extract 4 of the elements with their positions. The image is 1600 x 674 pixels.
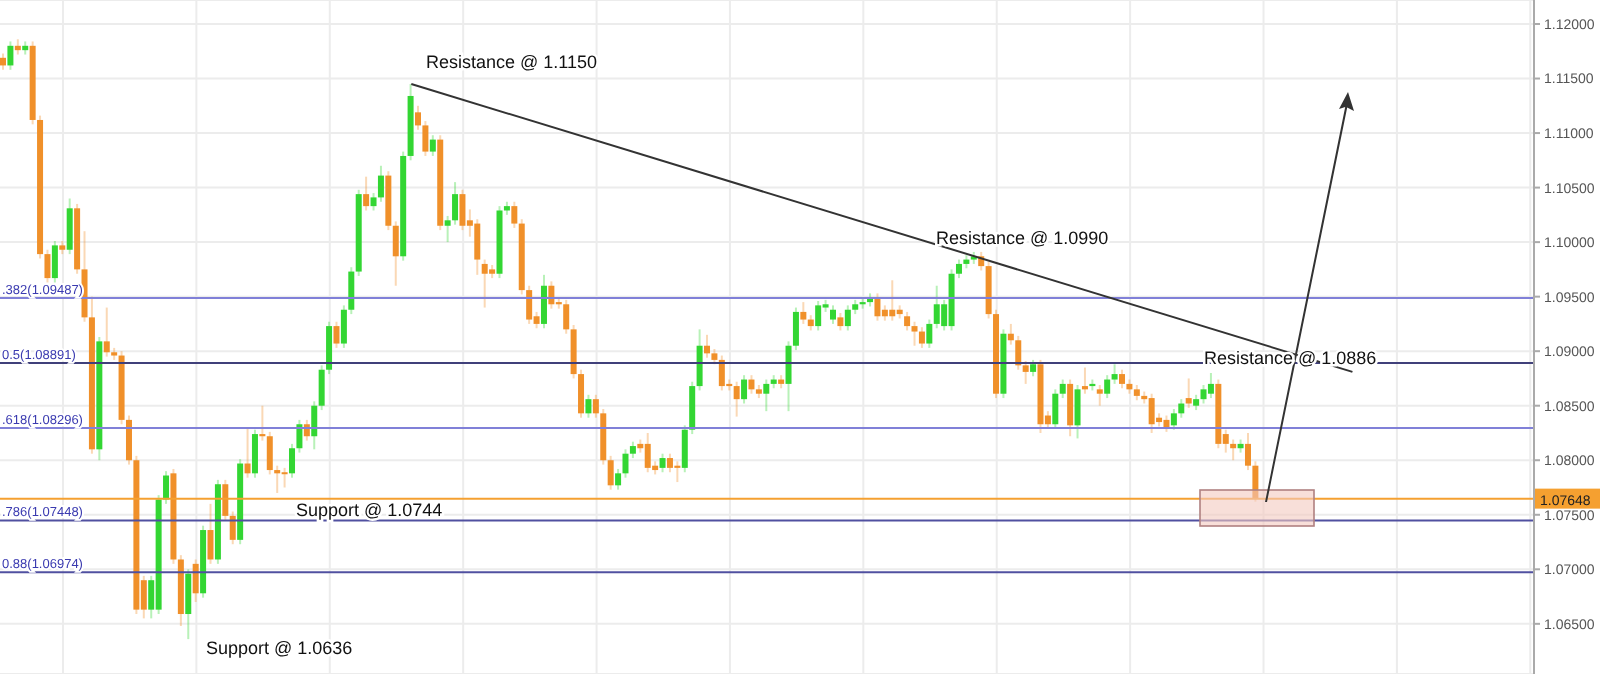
- annotation: Resistance @ 1.1150: [426, 52, 598, 72]
- annotation: Support @ 1.0636: [206, 638, 353, 658]
- annotation: Resistance @ 1.0990: [936, 228, 1109, 248]
- annotation: Support @ 1.0744: [296, 500, 443, 520]
